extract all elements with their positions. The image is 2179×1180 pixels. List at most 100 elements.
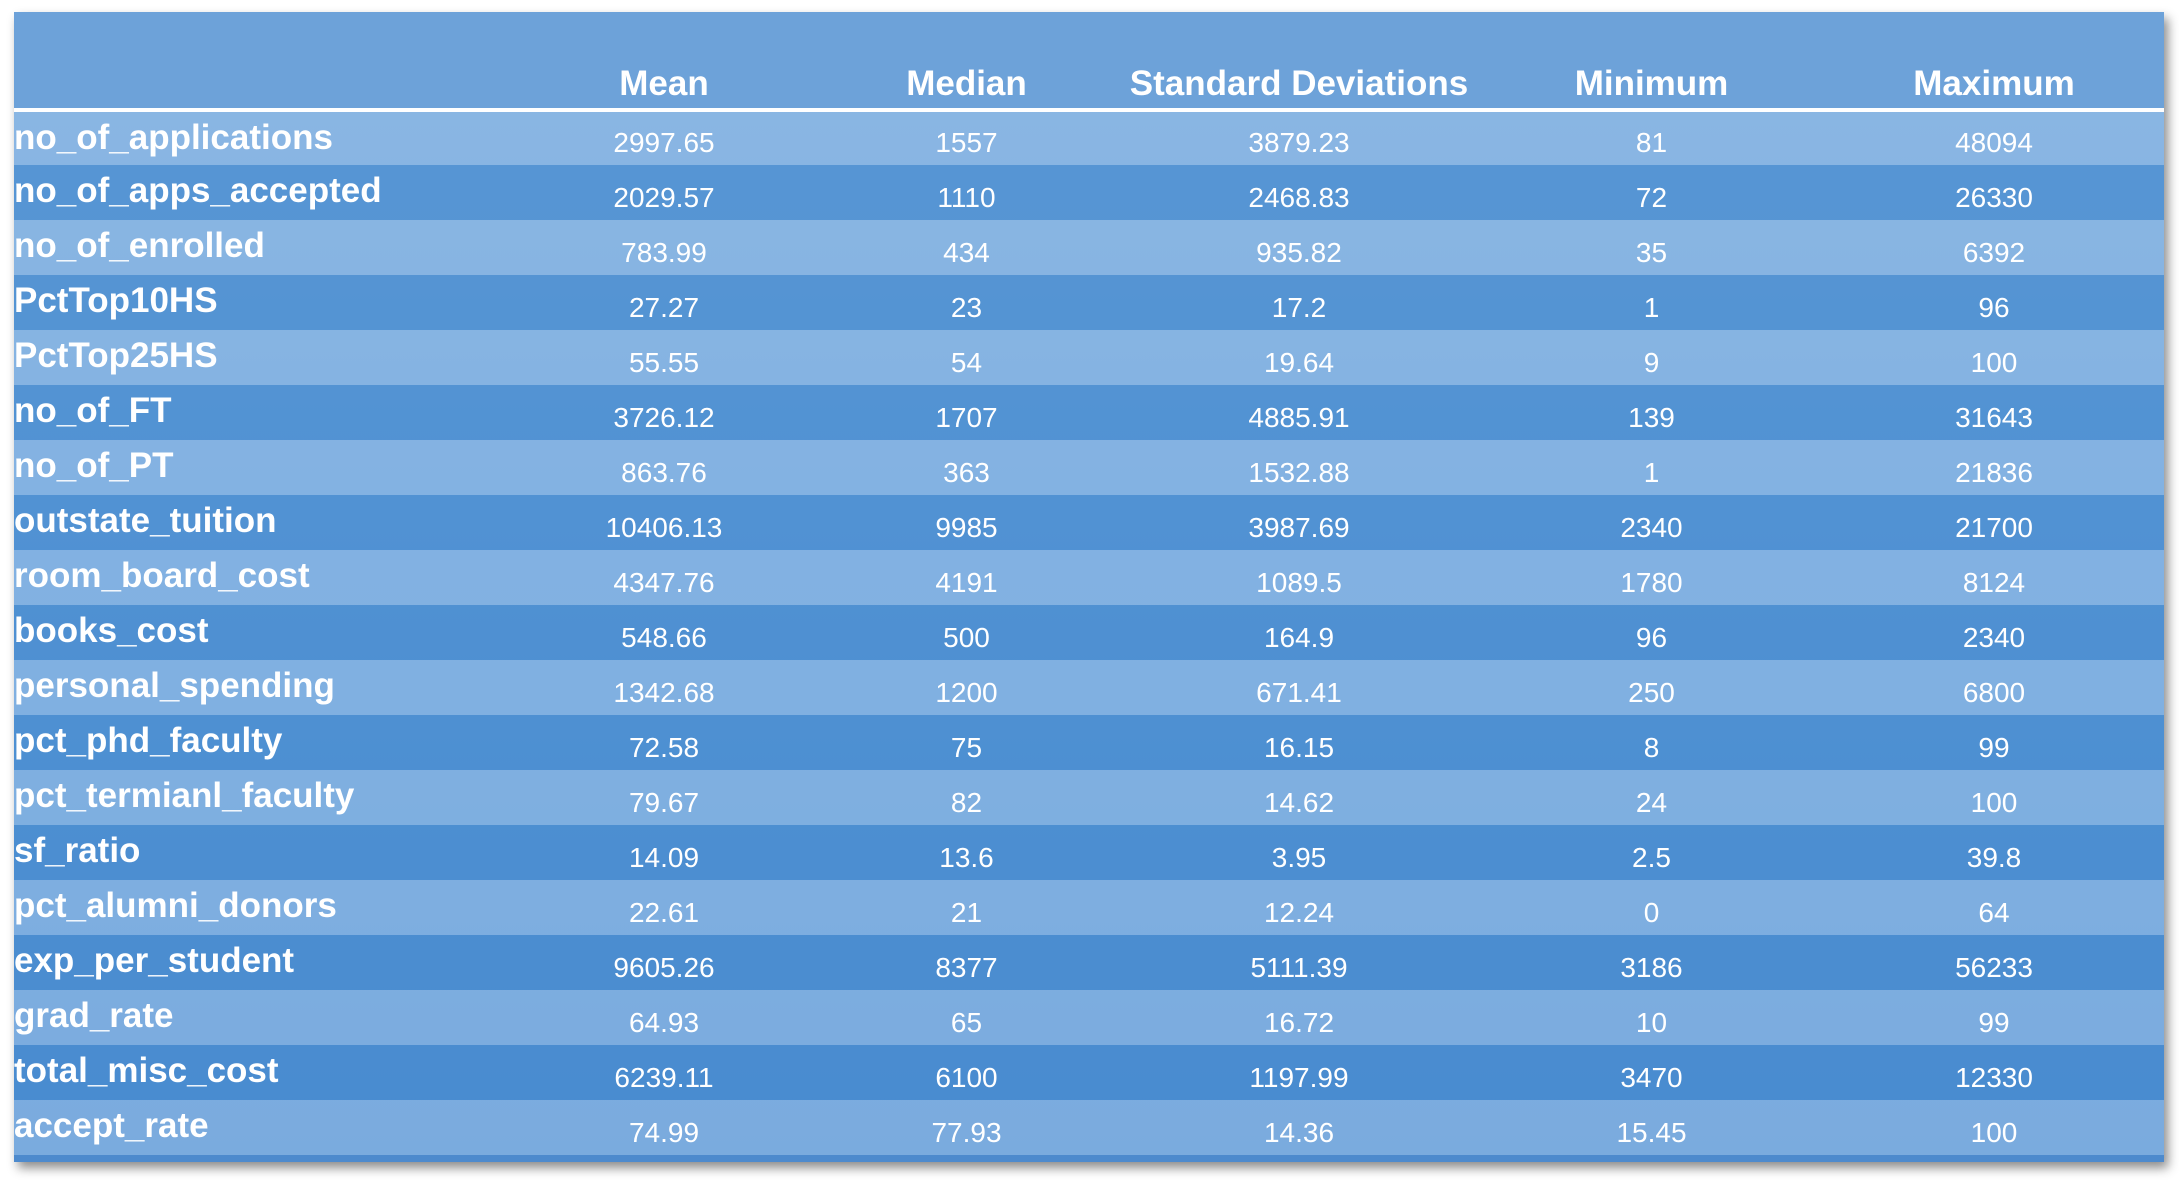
table-row: grad_rate 64.93 65 16.72 10 99	[14, 990, 2164, 1045]
table-row: room_board_cost 4347.76 4191 1089.5 1780 8124	[14, 550, 2164, 605]
cell-max: 96	[1978, 292, 2010, 323]
cell-min: 9	[1643, 347, 1660, 378]
cell-min: 2.5	[1632, 842, 1671, 873]
cell-std: 16.15	[1263, 732, 1335, 763]
cell-std: 164.9	[1263, 622, 1335, 653]
header-corner	[14, 12, 514, 110]
row-label: PctTop10HS	[14, 281, 218, 320]
cell-std: 12.24	[1263, 897, 1335, 928]
cell-median: 500	[943, 622, 990, 653]
table-row: no_of_applications 2997.65 1557 3879.23 81 48…	[14, 110, 2164, 165]
cell-median: 1557	[935, 127, 998, 158]
table-row: accept_rate 74.99 77.93 14.36 15.45 100	[14, 1100, 2164, 1155]
cell-std: 3.95	[1271, 842, 1327, 873]
cell-mean: 10406.13	[605, 512, 723, 543]
row-label: books_cost	[14, 611, 209, 650]
table-row: total_misc_cost 6239.11 6100 1197.99 3470 123…	[14, 1045, 2164, 1100]
cell-max: 8124	[1962, 567, 2026, 598]
cell-min: 81	[1635, 127, 1668, 158]
header-maximum: Maximum	[1913, 64, 2075, 103]
row-label: no_of_PT	[14, 446, 174, 485]
table-row: no_of_FT 3726.12 1707 4885.91 139 31643	[14, 385, 2164, 440]
header-standard-deviations: Standard Deviations	[1129, 64, 1469, 103]
row-label: personal_spending	[14, 666, 335, 705]
header-row: Mean Median Standard Deviations Minimum …	[14, 12, 2164, 110]
cell-std: 1197.99	[1249, 1062, 1349, 1093]
cell-median: 6100	[935, 1062, 998, 1093]
cell-min: 250	[1628, 677, 1675, 708]
row-label: no_of_FT	[14, 391, 172, 430]
cell-std: 1532.88	[1248, 457, 1350, 488]
cell-mean: 863.76	[621, 457, 707, 488]
cell-min: 139	[1628, 402, 1675, 433]
cell-std: 671.41	[1256, 677, 1342, 708]
row-label: no_of_applications	[14, 118, 333, 157]
cell-mean: 14.09	[628, 842, 700, 873]
cell-min: 72	[1635, 182, 1668, 213]
cell-max: 2340	[1962, 622, 2026, 653]
cell-mean: 72.58	[628, 732, 700, 763]
cell-mean: 27.27	[628, 292, 700, 323]
header-minimum: Minimum	[1574, 64, 1729, 103]
cell-std: 3987.69	[1248, 512, 1350, 543]
table-row: pct_termianl_faculty 79.67 82 14.62 24 100	[14, 770, 2164, 825]
row-label: no_of_enrolled	[14, 226, 265, 265]
cell-max: 100	[1970, 787, 2018, 818]
cell-std: 5111.39	[1250, 952, 1348, 983]
row-label: sf_ratio	[14, 831, 141, 870]
cell-median: 77.93	[931, 1117, 1002, 1148]
cell-mean: 22.61	[628, 897, 700, 928]
cell-max: 64	[1978, 897, 2010, 928]
cell-median: 54	[950, 347, 983, 378]
row-label: room_board_cost	[14, 556, 310, 595]
cell-min: 1780	[1620, 567, 1683, 598]
cell-median: 21	[950, 897, 983, 928]
table-body: no_of_applications 2997.65 1557 3879.23 81 48…	[14, 110, 2164, 1155]
cell-max: 6800	[1962, 677, 2026, 708]
cell-max: 21836	[1955, 457, 2033, 488]
cell-mean: 2997.65	[613, 127, 715, 158]
row-label: accept_rate	[14, 1106, 209, 1145]
cell-min: 15.45	[1616, 1117, 1687, 1148]
row-label: total_misc_cost	[14, 1051, 279, 1090]
cell-mean: 3726.12	[613, 402, 715, 433]
cell-median: 8377	[935, 952, 998, 983]
table-row: sf_ratio 14.09 13.6 3.95 2.5 39.8	[14, 825, 2164, 880]
cell-median: 434	[943, 237, 990, 268]
cell-min: 1	[1643, 457, 1660, 488]
cell-mean: 783.99	[621, 237, 707, 268]
table-row: PctTop25HS 55.55 54 19.64 9 100	[14, 330, 2164, 385]
cell-std: 2468.83	[1248, 182, 1350, 213]
cell-std: 14.62	[1263, 787, 1335, 818]
table-row: exp_per_student 9605.26 8377 5111.39 3186 562…	[14, 935, 2164, 990]
cell-median: 1110	[937, 182, 996, 213]
header-median: Median	[906, 64, 1027, 103]
cell-std: 4885.91	[1248, 402, 1350, 433]
cell-mean: 1342.68	[613, 677, 715, 708]
cell-median: 65	[950, 1007, 983, 1038]
row-label: no_of_apps_accepted	[14, 171, 382, 210]
row-label: grad_rate	[14, 996, 174, 1035]
cell-max: 100	[1970, 1117, 2018, 1148]
cell-median: 9985	[935, 512, 998, 543]
table-row: no_of_PT 863.76 363 1532.88 1 21836	[14, 440, 2164, 495]
cell-mean: 79.67	[628, 787, 700, 818]
cell-median: 363	[943, 457, 990, 488]
cell-max: 100	[1970, 347, 2018, 378]
table-row: pct_phd_faculty 72.58 75 16.15 8 99	[14, 715, 2164, 770]
table-row: personal_spending 1342.68 1200 671.41 250 680…	[14, 660, 2164, 715]
cell-min: 3470	[1620, 1062, 1683, 1093]
cell-min: 96	[1635, 622, 1668, 653]
cell-mean: 64.93	[628, 1007, 700, 1038]
cell-median: 13.6	[939, 842, 994, 873]
summary-statistics-table: Mean Median Standard Deviations Minimum …	[14, 12, 2164, 1155]
cell-median: 82	[950, 787, 983, 818]
cell-min: 0	[1643, 897, 1660, 928]
cell-mean: 9605.26	[613, 952, 715, 983]
cell-median: 75	[950, 732, 983, 763]
cell-min: 35	[1635, 237, 1668, 268]
summary-statistics-table-frame: Mean Median Standard Deviations Minimum …	[14, 12, 2164, 1162]
cell-min: 1	[1643, 292, 1660, 323]
row-label: exp_per_student	[14, 941, 295, 980]
cell-std: 17.2	[1271, 292, 1327, 323]
